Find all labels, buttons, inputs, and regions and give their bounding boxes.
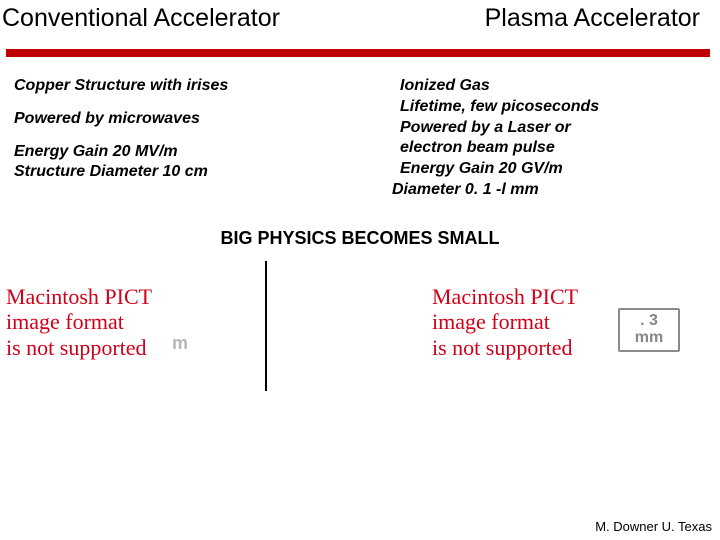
right-line-4: electron beam pulse [400, 138, 700, 159]
title-conventional: Conventional Accelerator [2, 4, 280, 33]
right-line-3: Powered by a Laser or [400, 118, 700, 139]
vertical-separator [265, 261, 267, 391]
tagline: BIG PHYSICS BECOMES SMALL [0, 228, 720, 249]
size-box-bot: mm [635, 330, 663, 347]
pict-placeholder-left: Macintosh PICT image format is not suppo… [6, 284, 152, 360]
credit-line: M. Downer U. Texas [595, 519, 712, 534]
right-line-5: Energy Gain 20 GV/m [400, 159, 700, 180]
right-line-2: Lifetime, few picoseconds [400, 97, 700, 118]
right-line-1: Ionized Gas [400, 76, 700, 97]
size-box-top: . 3 [640, 313, 658, 330]
divider-red-bar [6, 49, 710, 57]
right-column: Ionized Gas Lifetime, few picoseconds Po… [400, 76, 700, 201]
left-line-3: Energy Gain 20 MV/m [14, 142, 334, 163]
left-line-1: Copper Structure with irises [14, 76, 334, 97]
left-column: Copper Structure with irises Powered by … [14, 76, 334, 183]
pict-placeholder-right: Macintosh PICT image format is not suppo… [432, 284, 578, 360]
right-line-6: Diameter 0. 1 -l mm [392, 180, 700, 201]
left-line-4: Structure Diameter 10 cm [14, 162, 334, 183]
size-box-right: . 3 mm [618, 308, 680, 352]
ghost-unit-left: m [172, 333, 188, 354]
left-line-2: Powered by microwaves [14, 109, 334, 130]
title-plasma: Plasma Accelerator [485, 4, 700, 33]
